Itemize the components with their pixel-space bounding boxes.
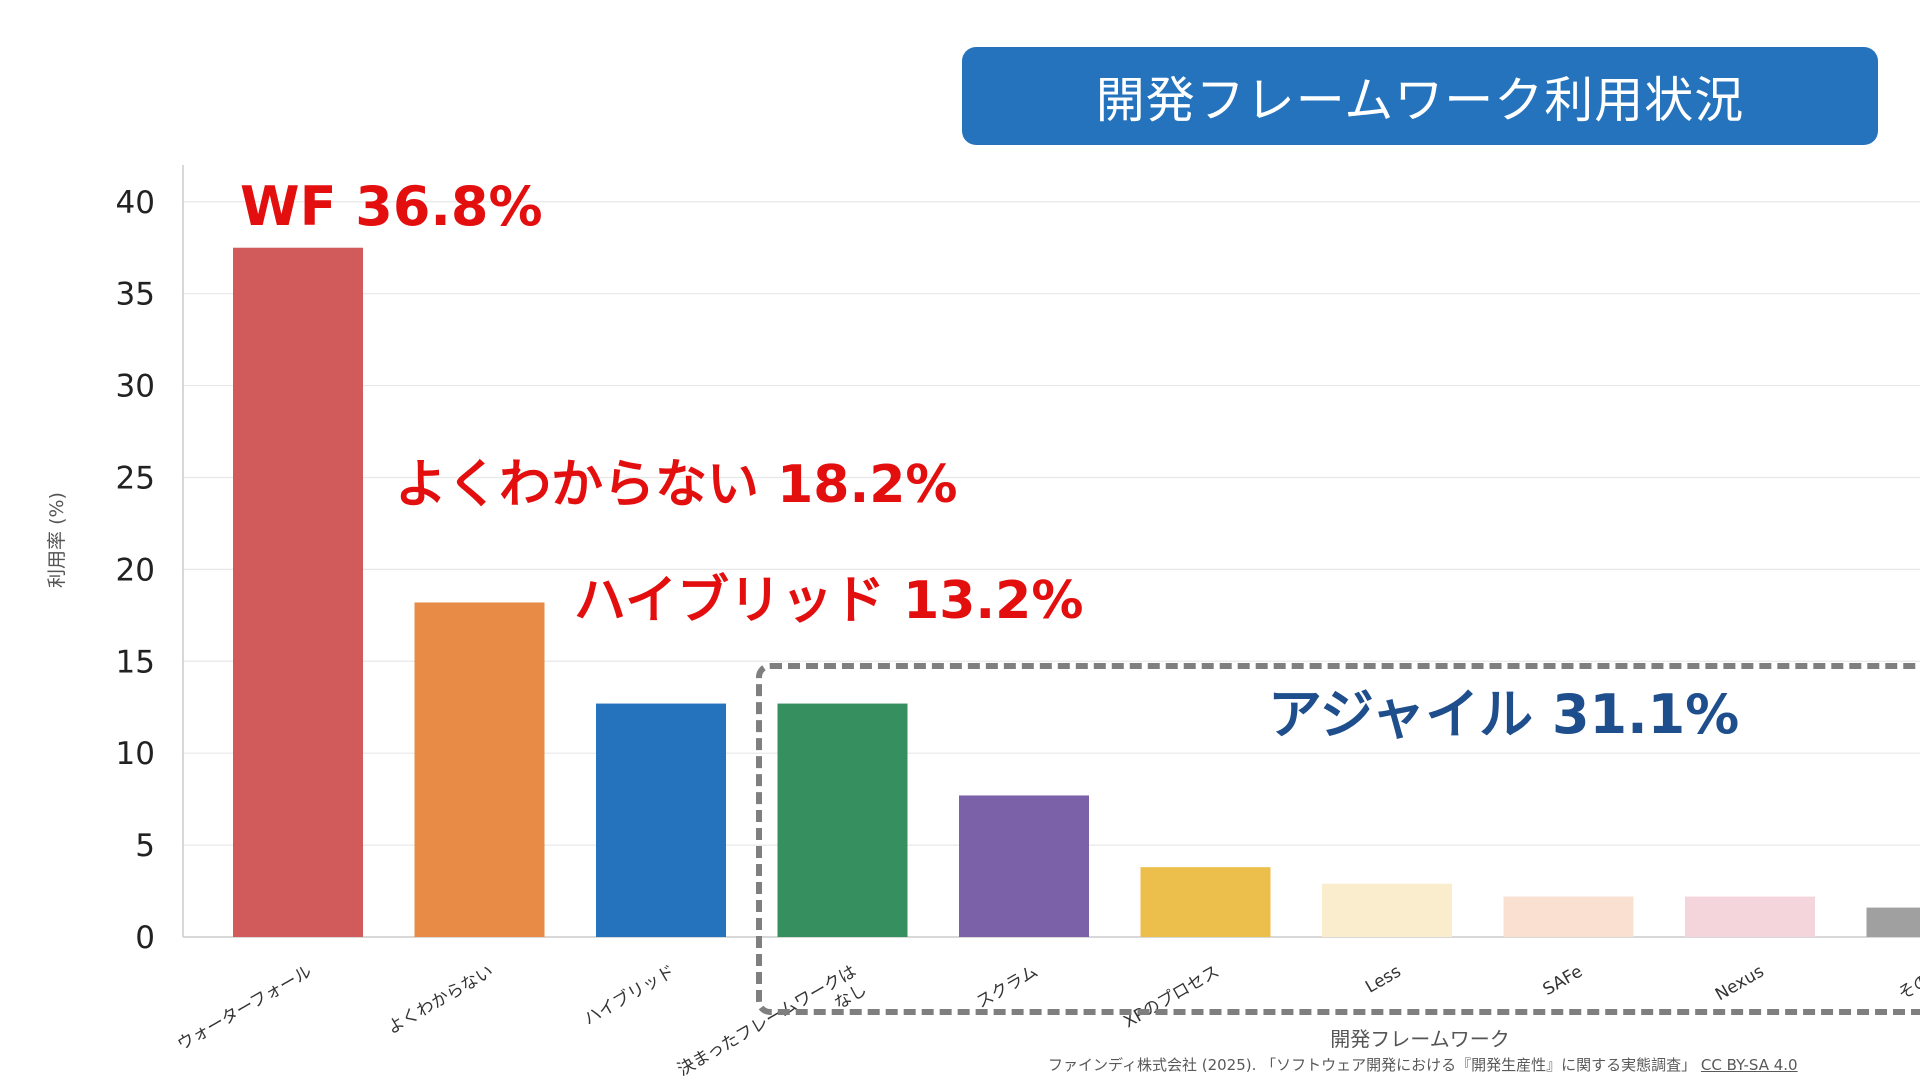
- y-tick-label: 25: [116, 460, 155, 496]
- slide-title: 開発フレームワーク利用状況: [962, 47, 1878, 145]
- y-tick-label: 35: [116, 277, 155, 313]
- x-tick-label: ウォーターフォール: [174, 962, 316, 1055]
- y-tick-label: 10: [116, 736, 155, 772]
- x-tick-label-line: よくわからない: [384, 962, 497, 1039]
- y-tick-label: 5: [135, 828, 155, 864]
- source-citation: ファインディ株式会社 (2025). 「ソフトウェア開発における『開発生産性』に…: [1048, 1054, 1798, 1075]
- x-tick-label: ハイブリッド: [580, 961, 679, 1030]
- y-tick-label: 0: [135, 920, 155, 956]
- x-tick-label: よくわからない: [384, 962, 497, 1039]
- bar-3: [596, 703, 726, 937]
- annotation-unknown: よくわからない 18.2%: [395, 455, 958, 515]
- y-tick-label: 40: [116, 185, 155, 221]
- y-axis-title: 利用率 (%): [46, 492, 68, 588]
- annotation-waterfall: WF 36.8%: [240, 175, 543, 238]
- bar-1: [233, 247, 363, 937]
- y-tick-label: 30: [116, 369, 155, 405]
- x-axis-title: 開発フレームワーク: [1330, 1027, 1509, 1051]
- bar-8: [1503, 896, 1634, 937]
- bar-5: [959, 795, 1089, 937]
- bar-4: [777, 703, 908, 937]
- bar-2: [414, 602, 545, 937]
- bar-10: [1866, 907, 1920, 937]
- bar-6: [1140, 867, 1271, 937]
- source-text: ファインディ株式会社 (2025). 「ソフトウェア開発における『開発生産性』に…: [1048, 1056, 1697, 1074]
- bar-7: [1322, 883, 1452, 937]
- bar-9: [1685, 896, 1815, 937]
- y-tick-label: 15: [116, 644, 155, 680]
- y-tick-label: 20: [116, 552, 155, 588]
- x-tick-label-line: ウォーターフォール: [174, 962, 316, 1055]
- annotation-hybrid: ハイブリッド 13.2%: [574, 571, 1084, 631]
- annotation-agile: アジャイル 31.1%: [1268, 683, 1740, 746]
- license-link[interactable]: CC BY-SA 4.0: [1700, 1056, 1798, 1074]
- x-tick-label-line: ハイブリッド: [580, 961, 679, 1030]
- agile-group-box: [756, 663, 1920, 1015]
